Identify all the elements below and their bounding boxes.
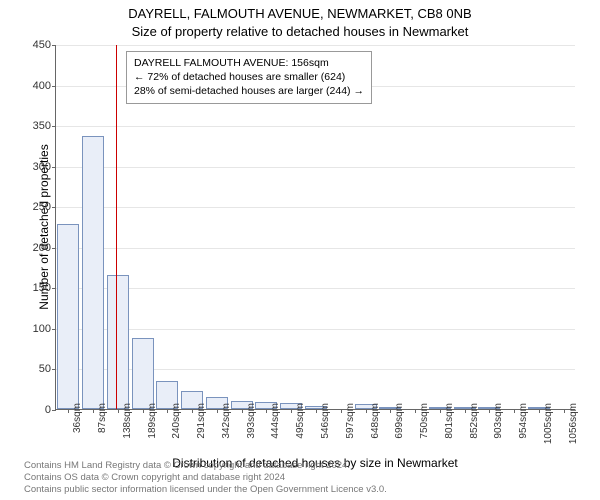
xtick-mark: [564, 409, 565, 413]
xtick-label: 903sqm: [493, 403, 504, 458]
xtick-mark: [68, 409, 69, 413]
bar: [82, 136, 104, 409]
ytick-mark: [52, 329, 56, 330]
xtick-label: 546sqm: [320, 403, 331, 458]
xtick-label: 954sqm: [518, 403, 529, 458]
chart-title-line2: Size of property relative to detached ho…: [0, 24, 600, 39]
ytick-label: 150: [16, 282, 51, 294]
xtick-label: 189sqm: [147, 403, 158, 458]
xtick-mark: [192, 409, 193, 413]
ytick-label: 100: [16, 323, 51, 335]
footer-line2: Contains OS data © Crown copyright and d…: [24, 472, 387, 484]
xtick-mark: [390, 409, 391, 413]
ytick-mark: [52, 207, 56, 208]
plot-area: Number of detached properties 0501001502…: [55, 45, 575, 410]
xtick-label: 1056sqm: [568, 403, 579, 458]
xtick-label: 852sqm: [469, 403, 480, 458]
xtick-mark: [465, 409, 466, 413]
xtick-label: 495sqm: [295, 403, 306, 458]
gridline: [56, 248, 575, 249]
xtick-label: 36sqm: [72, 403, 83, 458]
ytick-mark: [52, 86, 56, 87]
annotation-line: DAYRELL FALMOUTH AVENUE: 156sqm: [134, 56, 364, 70]
xtick-label: 801sqm: [444, 403, 455, 458]
xtick-label: 87sqm: [97, 403, 108, 458]
xtick-mark: [118, 409, 119, 413]
xtick-label: 393sqm: [246, 403, 257, 458]
ytick-label: 200: [16, 242, 51, 254]
xtick-label: 342sqm: [221, 403, 232, 458]
footer-line3: Contains public sector information licen…: [24, 484, 387, 496]
annotation-box: DAYRELL FALMOUTH AVENUE: 156sqm← 72% of …: [126, 51, 372, 104]
xtick-mark: [217, 409, 218, 413]
footer-line1: Contains HM Land Registry data © Crown c…: [24, 460, 387, 472]
ytick-label: 0: [16, 404, 51, 416]
xtick-label: 138sqm: [122, 403, 133, 458]
ytick-mark: [52, 248, 56, 249]
annotation-line: 28% of semi-detached houses are larger (…: [134, 84, 364, 98]
xtick-label: 240sqm: [171, 403, 182, 458]
xtick-mark: [415, 409, 416, 413]
xtick-mark: [366, 409, 367, 413]
gridline: [56, 167, 575, 168]
ytick-mark: [52, 167, 56, 168]
xtick-mark: [514, 409, 515, 413]
xtick-mark: [266, 409, 267, 413]
ytick-mark: [52, 126, 56, 127]
ytick-mark: [52, 369, 56, 370]
ytick-label: 300: [16, 161, 51, 173]
xtick-mark: [143, 409, 144, 413]
xtick-mark: [440, 409, 441, 413]
xtick-mark: [242, 409, 243, 413]
gridline: [56, 207, 575, 208]
xtick-mark: [341, 409, 342, 413]
xtick-mark: [539, 409, 540, 413]
xtick-label: 597sqm: [345, 403, 356, 458]
xtick-label: 444sqm: [270, 403, 281, 458]
xtick-mark: [316, 409, 317, 413]
gridline: [56, 45, 575, 46]
xtick-label: 699sqm: [394, 403, 405, 458]
gridline: [56, 288, 575, 289]
ytick-label: 350: [16, 120, 51, 132]
xtick-mark: [93, 409, 94, 413]
xtick-mark: [489, 409, 490, 413]
ytick-mark: [52, 410, 56, 411]
xtick-mark: [167, 409, 168, 413]
xtick-label: 1005sqm: [543, 403, 554, 458]
xtick-mark: [291, 409, 292, 413]
bar: [57, 224, 79, 409]
bar: [132, 338, 154, 409]
ytick-label: 450: [16, 39, 51, 51]
bar: [107, 275, 129, 409]
chart-container: DAYRELL, FALMOUTH AVENUE, NEWMARKET, CB8…: [0, 0, 600, 500]
annotation-line: ← 72% of detached houses are smaller (62…: [134, 70, 364, 84]
xtick-label: 291sqm: [196, 403, 207, 458]
reference-line: [116, 45, 117, 409]
gridline: [56, 126, 575, 127]
ytick-mark: [52, 288, 56, 289]
ytick-mark: [52, 45, 56, 46]
gridline: [56, 329, 575, 330]
ytick-label: 400: [16, 80, 51, 92]
ytick-label: 50: [16, 363, 51, 375]
chart-title-line1: DAYRELL, FALMOUTH AVENUE, NEWMARKET, CB8…: [0, 6, 600, 21]
xtick-label: 648sqm: [370, 403, 381, 458]
ytick-label: 250: [16, 201, 51, 213]
xtick-label: 750sqm: [419, 403, 430, 458]
footer-attribution: Contains HM Land Registry data © Crown c…: [24, 460, 387, 496]
